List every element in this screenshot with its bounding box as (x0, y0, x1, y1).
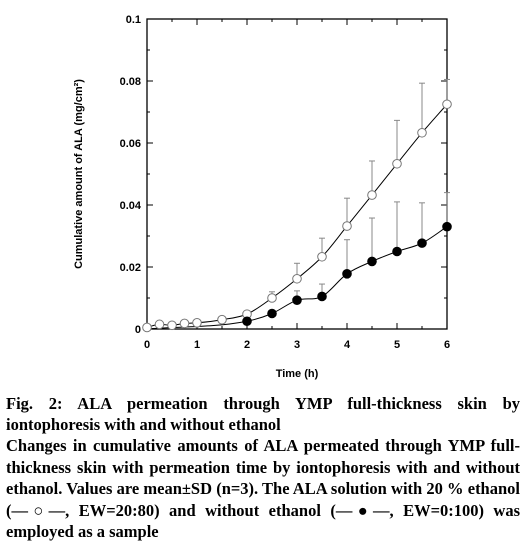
x-tick-label: 4 (344, 339, 351, 351)
x-tick-label: 3 (294, 339, 300, 351)
x-tick-label: 2 (244, 339, 250, 351)
data-point-filled (367, 256, 377, 267)
x-tick-label: 5 (394, 339, 400, 351)
data-point-open (192, 318, 202, 328)
y-tick-label: 0.04 (120, 200, 142, 212)
x-tick-label: 0 (144, 339, 150, 351)
data-point-open (392, 158, 402, 169)
caption-body: Changes in cumulative amounts of ALA per… (6, 435, 520, 543)
data-point-filled (342, 269, 352, 279)
y-tick-label: 0 (135, 324, 141, 336)
data-point-open (417, 127, 427, 138)
tick-labels: 0 1 2 3 4 5 6 0 0.02 0.04 0.06 0.08 0.1 (120, 14, 450, 351)
y-tick-label: 0.08 (120, 76, 141, 88)
data-point-open (367, 190, 377, 200)
x-tick-label: 6 (444, 339, 450, 351)
data-point-open (142, 322, 152, 333)
data-point-filled (442, 221, 452, 232)
legend-filled-circle-symbol: —●— (335, 500, 390, 520)
x-axis-title: Time (h) (276, 368, 319, 380)
data-point-open (317, 251, 327, 262)
data-point-filled (317, 291, 327, 302)
data-point-open (154, 319, 165, 330)
data-point-filled (292, 295, 302, 305)
data-point-open (217, 314, 227, 325)
axes (146, 18, 448, 330)
data-point-filled (242, 316, 252, 327)
caption-title: Fig. 2: ALA permeation through YMP full-… (6, 394, 520, 434)
legend-open-circle-symbol: —○— (11, 500, 66, 520)
caption-body-end: , EW=0:100) was employed as a sample (6, 500, 520, 542)
data-markers (142, 99, 452, 333)
figure-caption: Fig. 2: ALA permeation through YMP full-… (6, 393, 520, 543)
data-point-open (292, 273, 302, 284)
y-tick-label: 0.06 (120, 138, 141, 150)
caption-body-mid: , EW=20:80) and without ethanol ( (65, 500, 336, 520)
permeation-chart: 0 1 2 3 4 5 6 0 0.02 0.04 0.06 0.08 0.1 Time (h) Cum… (73, 14, 452, 380)
data-point-filled (417, 238, 427, 248)
error-bars (269, 78, 450, 314)
data-point-open (267, 293, 277, 303)
caption-body-start: Changes in cumulative amounts of ALA per… (6, 436, 520, 520)
y-tick-label: 0.1 (126, 14, 141, 26)
y-tick-label: 0.02 (120, 262, 141, 274)
data-point-open (442, 99, 452, 110)
data-point-open (167, 320, 177, 331)
data-point-open (342, 221, 352, 231)
data-point-filled (267, 308, 277, 319)
y-axis-title: Cumulative amount of ALA (mg/cm²) (73, 79, 85, 269)
x-tick-label: 1 (194, 339, 200, 351)
data-point-filled (392, 246, 402, 257)
data-point-open (179, 318, 190, 329)
